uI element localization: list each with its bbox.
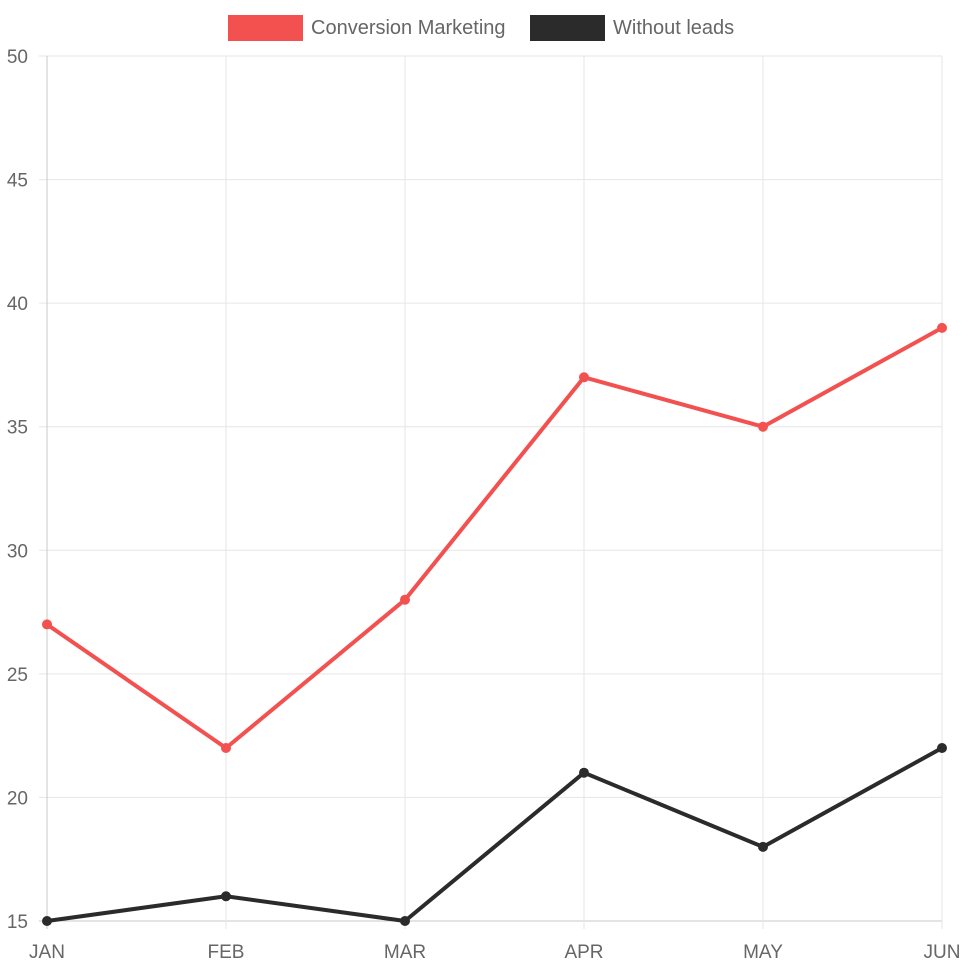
series-line [45,325,944,750]
legend-label: Conversion Marketing [311,17,506,39]
legend-label: Without leads [613,17,734,39]
y-tick-label: 30 [7,541,28,562]
y-tick-label: 15 [7,912,28,933]
y-tick-label: 40 [7,294,28,315]
grid-lines [39,55,943,929]
y-tick-label: 25 [7,665,28,686]
data-point[interactable] [937,322,947,333]
x-tick-label: APR [564,942,603,963]
data-point[interactable] [579,767,589,778]
series-group [42,743,947,926]
y-tick-label: 20 [7,788,28,809]
data-point[interactable] [758,841,768,852]
legend-swatch [228,15,303,41]
legend-swatch [530,15,605,41]
data-point[interactable] [42,916,52,926]
data-point[interactable] [221,891,231,902]
series-line [45,746,944,923]
data-point[interactable] [758,421,768,432]
data-point[interactable] [221,743,231,753]
y-tick-label: 35 [7,418,28,439]
data-point[interactable] [42,619,52,630]
x-tick-label: JUN [924,942,961,963]
legend-item[interactable]: Conversion Marketing [228,15,506,41]
legend[interactable]: Conversion Marketing Without leads [228,15,734,41]
x-tick-label: MAY [743,942,783,963]
y-tick-label: 45 [7,171,28,192]
data-point[interactable] [579,372,589,383]
data-point[interactable] [937,743,947,753]
x-tick-label: FEB [208,942,245,963]
data-point[interactable] [400,916,410,926]
series-group [42,322,947,753]
x-tick-label: JAN [29,942,65,963]
axes: 15 20 25 30 35 40 45 50 JAN FEB MAR APR MAY JUN [7,47,961,963]
y-tick-label: 50 [7,47,28,68]
legend-item[interactable]: Without leads [530,15,734,41]
x-tick-label: MAR [384,942,426,963]
data-point[interactable] [400,594,410,605]
series [42,322,947,926]
